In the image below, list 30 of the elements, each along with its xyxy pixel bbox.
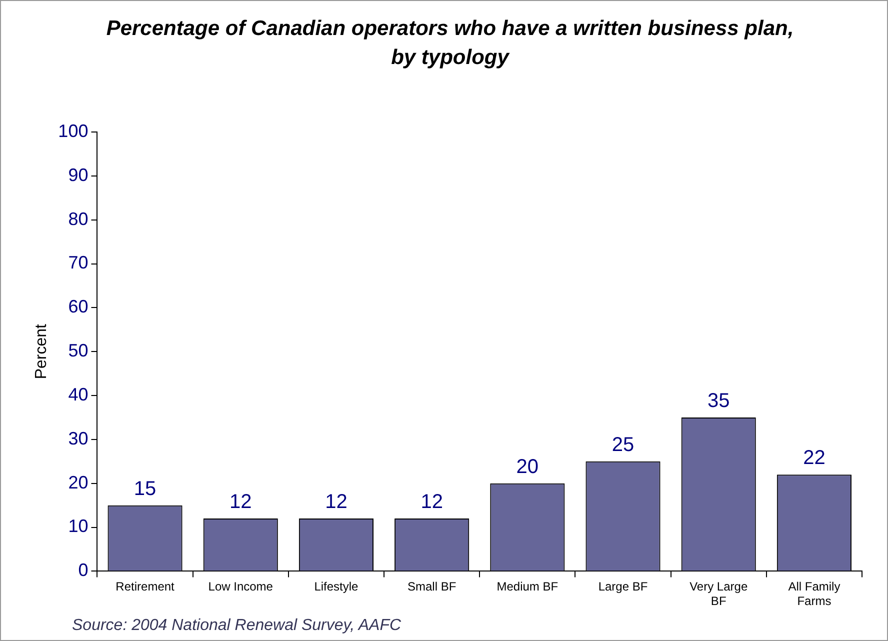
y-tick-label: 70	[68, 252, 88, 273]
x-tick-label: Low Income	[208, 580, 274, 594]
data-label: 12	[325, 491, 348, 514]
y-axis-title: Percent	[33, 323, 50, 380]
data-label: 25	[612, 434, 634, 456]
y-tick-label: 40	[68, 384, 88, 404]
x-tick-label: Very Large BF	[690, 580, 748, 608]
y-tick-label: 0	[78, 560, 88, 580]
x-tick-label: All Family Farms	[788, 580, 840, 608]
y-tick-label: 20	[68, 472, 88, 492]
data-label: 35	[707, 390, 730, 412]
y-tick-label: 10	[68, 516, 88, 536]
y-tick-label: 50	[68, 340, 88, 361]
data-label: 20	[516, 456, 539, 478]
x-tick-label: Large BF	[598, 580, 648, 594]
y-tick-label: 100	[58, 120, 88, 141]
x-tick-label: Medium BF	[496, 580, 558, 594]
data-label: 12	[230, 491, 252, 514]
y-tick-label: 60	[68, 296, 88, 317]
x-tick-label: Small BF	[407, 580, 456, 594]
x-tick-label: Lifestyle	[314, 580, 359, 594]
y-tick-label: 30	[68, 428, 88, 448]
x-tick-label: Retirement	[116, 580, 176, 594]
source-note: Source: 2004 National Renewal Survey, AAFC	[72, 617, 402, 635]
data-label: 12	[420, 491, 443, 514]
chart-title: Percentage of Canadian operators who have a written business plan, by typology	[105, 16, 795, 71]
data-label: 22	[803, 447, 826, 470]
y-tick-label: 90	[68, 164, 88, 185]
y-tick-label: 80	[68, 208, 88, 229]
data-label: 15	[134, 478, 156, 500]
